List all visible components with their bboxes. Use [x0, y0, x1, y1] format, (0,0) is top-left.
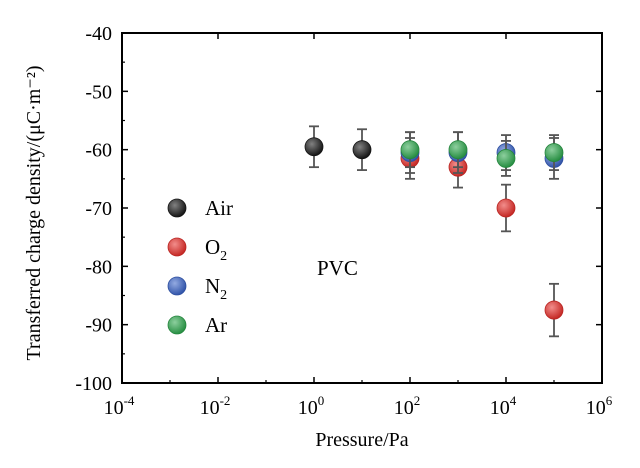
data-point [496, 198, 516, 218]
x-tick-label: 10-4 [104, 393, 135, 419]
data-point [496, 149, 516, 168]
legend-marker [167, 198, 187, 218]
y-tick-label: -70 [85, 198, 112, 220]
annotation-pvc: PVC [317, 256, 358, 280]
y-tick-label: -60 [85, 140, 112, 162]
x-tick-base: 10 [200, 397, 220, 419]
x-tick-label: 100 [298, 393, 325, 419]
x-tick-base: 10 [490, 397, 510, 419]
x-tick-base: 10 [104, 397, 124, 419]
legend-marker [167, 315, 187, 335]
series-air [304, 125, 372, 171]
data-point [544, 300, 564, 320]
y-tick-label: -50 [85, 81, 112, 103]
y-axis-title: Transferred charge density/(μC·m⁻²) [23, 66, 45, 361]
legend-marker [167, 276, 187, 296]
data-point [544, 143, 564, 162]
x-tick-exponent: -2 [220, 393, 231, 408]
x-tick-exponent: -4 [124, 393, 135, 408]
x-tick-exponent: 6 [606, 393, 613, 408]
x-tick-exponent: 2 [414, 393, 421, 408]
x-tick-label: 102 [394, 393, 421, 419]
y-axis: -40 -50 -60 -70 -80 -90 -100 [75, 23, 602, 395]
legend-label: N2 [205, 274, 227, 303]
legend-label: Ar [205, 313, 227, 337]
y-tick-label: -90 [85, 315, 112, 337]
legend: Air O2 N2 Ar [167, 196, 233, 337]
x-tick-base: 10 [586, 397, 606, 419]
series-ar [400, 131, 564, 177]
legend-label: Air [205, 196, 233, 220]
y-tick-label: -100 [75, 373, 112, 395]
x-tick-base: 10 [394, 397, 414, 419]
x-axis: 10-4 10-2 100 102 104 106 [104, 33, 613, 419]
y-tick-label: -80 [85, 256, 112, 278]
data-point [304, 137, 324, 157]
x-tick-label: 10-2 [200, 393, 231, 419]
data-point [448, 140, 468, 160]
legend-item-ar: Ar [167, 313, 227, 337]
x-tick-exponent: 4 [510, 393, 517, 408]
data-series [304, 125, 564, 338]
x-tick-label: 106 [586, 393, 613, 419]
legend-item-n: N2 [167, 274, 227, 303]
legend-marker [167, 237, 187, 257]
legend-label: O2 [205, 235, 227, 264]
legend-item-o: O2 [167, 235, 227, 264]
x-tick-base: 10 [298, 397, 318, 419]
legend-item-air: Air [167, 196, 233, 220]
y-tick-label: -40 [85, 23, 112, 45]
data-point [352, 140, 372, 160]
data-point [400, 140, 420, 160]
x-tick-label: 104 [490, 393, 517, 419]
x-tick-exponent: 0 [318, 393, 325, 408]
x-axis-title: Pressure/Pa [315, 429, 408, 451]
